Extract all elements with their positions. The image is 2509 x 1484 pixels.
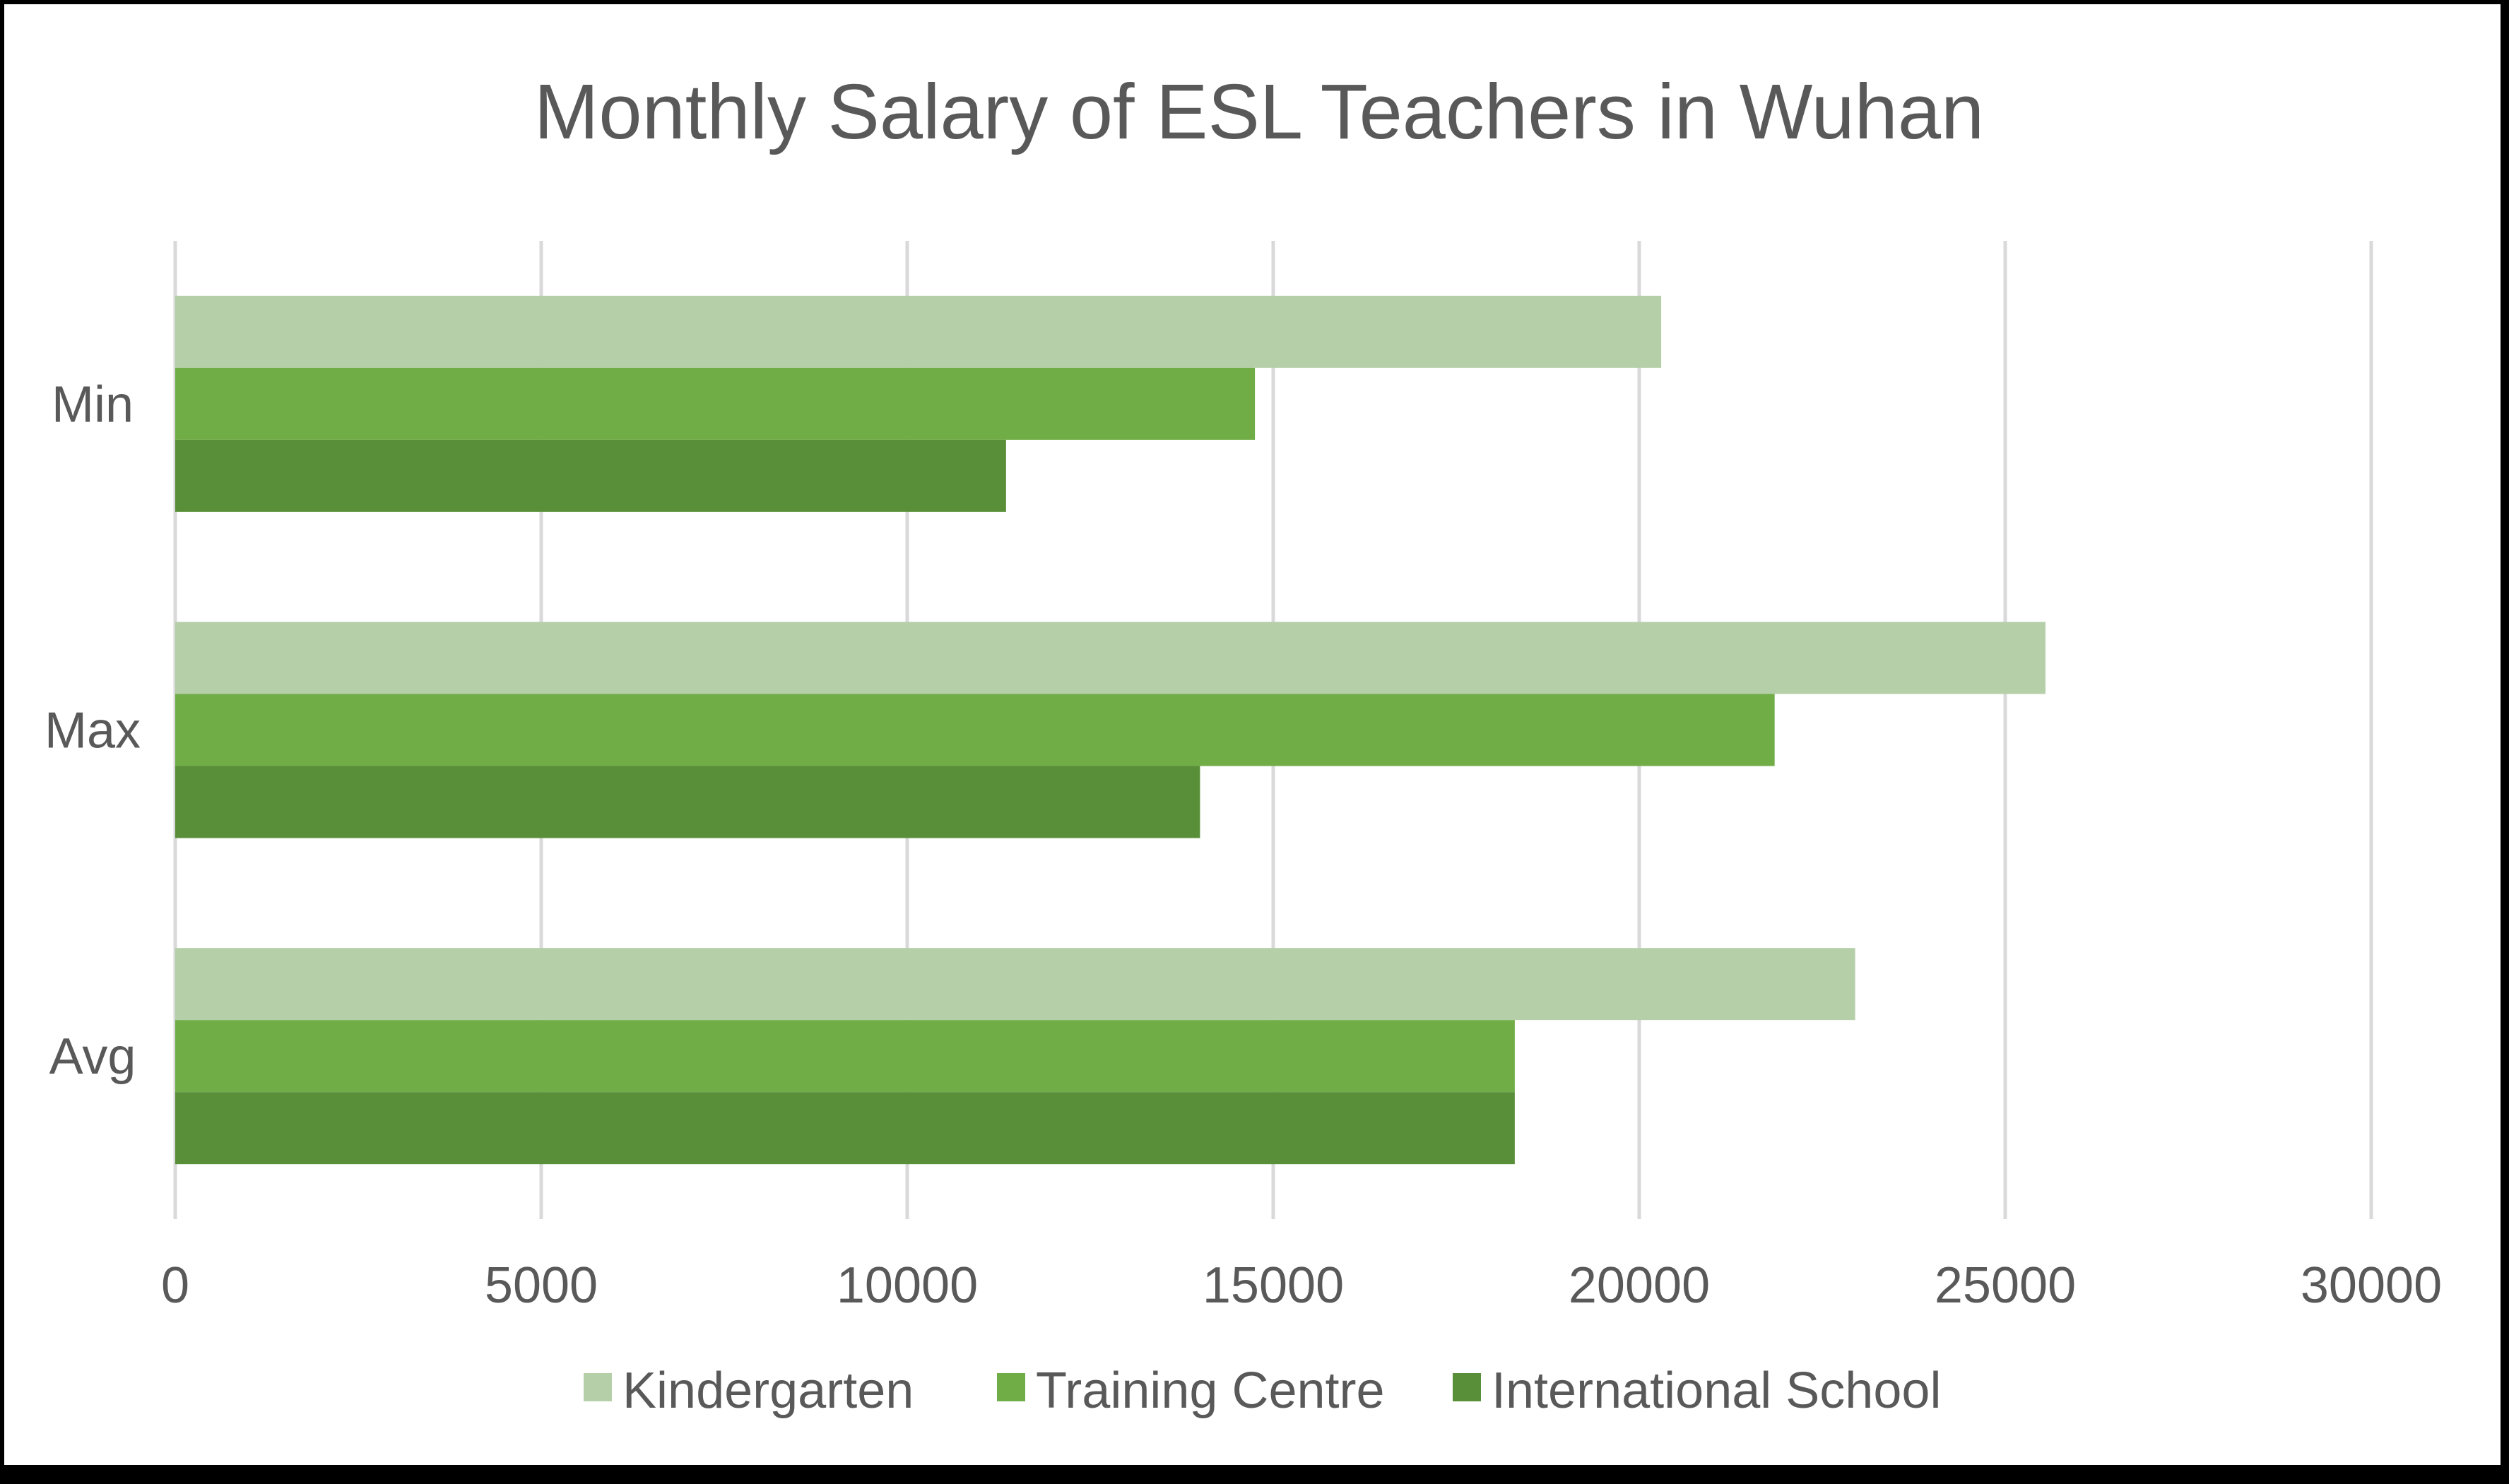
bars [175, 295, 2045, 1165]
legend-entry: Kindergarten [622, 1363, 914, 1419]
bar-max-international-school [175, 766, 1200, 838]
bar-avg-international-school [175, 1092, 1515, 1165]
chart-title: Monthly Salary of ESL Teachers in Wuhan [534, 69, 1984, 155]
legend-entry: International School [1492, 1363, 1941, 1419]
bar-chart: 0 5000 10000 15000 20000 25000 30000 Min Max Avg… [45, 69, 2442, 1419]
legend: Kindergarten Training Centre International… [584, 1363, 1941, 1419]
x-tick-label: 30000 [2301, 1257, 2442, 1314]
x-tick-label: 0 [161, 1257, 189, 1314]
bar-min-kindergarten [175, 295, 1662, 368]
x-tick-labels: 0 5000 10000 15000 20000 25000 30000 [161, 1257, 2442, 1314]
legend-entry: Training Centre [1036, 1363, 1385, 1419]
bar-min-training-centre [175, 367, 1256, 440]
x-tick-label: 20000 [1569, 1257, 1710, 1314]
category-label: Min [52, 376, 134, 433]
x-tick-label: 25000 [1935, 1257, 2076, 1314]
bar-min-international-school [175, 439, 1006, 512]
legend-swatch [997, 1373, 1025, 1401]
category-label: Max [45, 703, 141, 759]
category-label: Avg [49, 1028, 136, 1085]
legend-swatch [584, 1373, 612, 1401]
category-labels: Min Max Avg [45, 376, 141, 1085]
x-tick-label: 15000 [1203, 1257, 1344, 1314]
chart-area: 0 5000 10000 15000 20000 25000 30000 Min Max Avg… [4, 4, 2501, 1465]
legend-swatch [1453, 1373, 1481, 1401]
bar-avg-training-centre [175, 1020, 1515, 1093]
bar-max-training-centre [175, 694, 1775, 766]
x-tick-label: 10000 [837, 1257, 978, 1314]
bar-max-kindergarten [175, 622, 2045, 694]
x-tick-label: 5000 [485, 1257, 598, 1314]
bar-avg-kindergarten [175, 948, 1855, 1021]
